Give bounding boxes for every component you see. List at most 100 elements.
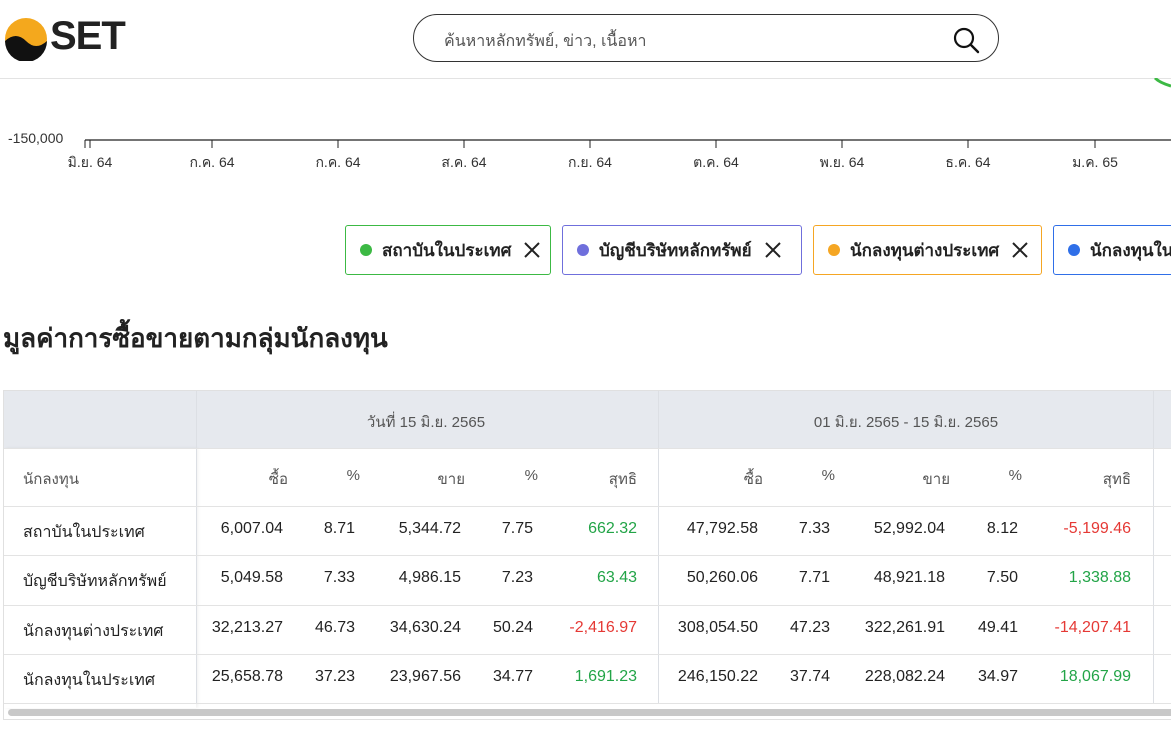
group-header: วันที่ 15 มิ.ย. 2565 bbox=[366, 414, 486, 431]
table-cell: 246,150.22 bbox=[677, 668, 758, 685]
header: SET ค้นหาหลักทรัพย์, ข่าว, เนื้อหา bbox=[0, 0, 1171, 79]
column-header: สุทธิ bbox=[608, 471, 637, 488]
legend-chip[interactable]: สถาบันในประเทศ bbox=[345, 225, 551, 275]
legend-dot bbox=[577, 244, 589, 256]
search-placeholder: ค้นหาหลักทรัพย์, ข่าว, เนื้อหา bbox=[444, 33, 647, 50]
table-cell: 34.97 bbox=[977, 668, 1018, 685]
column-divider bbox=[1153, 391, 1154, 703]
legend-chip[interactable]: นักลงทุนในประเทศ bbox=[1053, 225, 1171, 275]
table-cell: 5,049.58 bbox=[220, 569, 283, 586]
table-cell: 8.12 bbox=[986, 520, 1018, 537]
table-cell: 50.24 bbox=[492, 619, 533, 636]
remove-icon[interactable] bbox=[511, 241, 541, 259]
table-cell: 7.33 bbox=[323, 569, 355, 586]
row-divider bbox=[4, 605, 1171, 606]
table-cell: 308,054.50 bbox=[677, 619, 758, 636]
x-tick-label: ธ.ค. 64 bbox=[945, 154, 990, 170]
row-divider bbox=[4, 506, 1171, 507]
row-label: นักลงทุนต่างประเทศ bbox=[23, 623, 164, 640]
table-cell: 47,792.58 bbox=[686, 520, 758, 537]
x-tick-label: ม.ค. 65 bbox=[1072, 154, 1118, 170]
legend-chip[interactable]: นักลงทุนต่างประเทศ bbox=[813, 225, 1042, 275]
search-box[interactable]: ค้นหาหลักทรัพย์, ข่าว, เนื้อหา bbox=[413, 14, 999, 62]
table-cell: 37.74 bbox=[789, 668, 830, 685]
table-cell: 662.32 bbox=[588, 520, 637, 537]
column-header: % bbox=[346, 467, 360, 484]
logo-icon bbox=[5, 18, 47, 61]
table-cell: 1,691.23 bbox=[574, 668, 637, 685]
x-tick-label: พ.ย. 64 bbox=[820, 154, 865, 170]
group-header-row bbox=[4, 391, 1171, 448]
table: วันที่ 15 มิ.ย. 2565 01 มิ.ย. 2565 - 15 ม… bbox=[3, 390, 1171, 720]
table-cell: 7.50 bbox=[986, 569, 1018, 586]
legend-label: นักลงทุนต่างประเทศ bbox=[850, 240, 1000, 260]
table-cell: 5,344.72 bbox=[398, 520, 461, 537]
row-divider bbox=[4, 703, 1171, 704]
table-cell: 23,967.56 bbox=[389, 668, 461, 685]
table-cell: -2,416.97 bbox=[569, 619, 637, 636]
table-cell: 49.41 bbox=[977, 619, 1018, 636]
table-cell: 34,630.24 bbox=[389, 619, 461, 636]
legend-label: บัญชีบริษัทหลักทรัพย์ bbox=[599, 240, 752, 260]
table-cell: 48,921.18 bbox=[873, 569, 945, 586]
legend-dot bbox=[828, 244, 840, 256]
table-cell: 34.77 bbox=[492, 668, 533, 685]
column-header: % bbox=[1008, 467, 1022, 484]
row-label: สถาบันในประเทศ bbox=[23, 524, 145, 541]
series-line-fragment bbox=[1153, 78, 1171, 88]
column-header: ขาย bbox=[437, 471, 465, 488]
legend-chip[interactable]: บัญชีบริษัทหลักทรัพย์ bbox=[562, 225, 802, 275]
column-header: นักลงทุน bbox=[23, 471, 79, 488]
table-cell: 8.71 bbox=[323, 520, 355, 537]
search-icon[interactable] bbox=[952, 26, 980, 54]
table-cell: 7.23 bbox=[501, 569, 533, 586]
table-cell: 52,992.04 bbox=[873, 520, 945, 537]
x-tick-label: ก.ค. 64 bbox=[315, 154, 360, 170]
table-cell: 7.75 bbox=[501, 520, 533, 537]
table-cell: 63.43 bbox=[596, 569, 637, 586]
column-header: ซื้อ bbox=[743, 471, 763, 488]
table-cell: 50,260.06 bbox=[686, 569, 758, 586]
row-label: บัญชีบริษัทหลักทรัพย์ bbox=[23, 573, 167, 590]
legend-dot bbox=[360, 244, 372, 256]
column-divider bbox=[196, 391, 197, 703]
table-cell: 7.33 bbox=[798, 520, 830, 537]
table-cell: 6,007.04 bbox=[220, 520, 283, 537]
x-tick-label: มิ.ย. 64 bbox=[68, 154, 113, 170]
table-cell: 32,213.27 bbox=[211, 619, 283, 636]
row-label: นักลงทุนในประเทศ bbox=[23, 672, 155, 689]
group-header: 01 มิ.ย. 2565 - 15 มิ.ย. 2565 bbox=[813, 414, 999, 431]
table-cell: 322,261.91 bbox=[864, 619, 945, 636]
legend-dot bbox=[1068, 244, 1080, 256]
table-cell: -5,199.46 bbox=[1063, 520, 1131, 537]
table-cell: 4,986.15 bbox=[398, 569, 461, 586]
column-header: % bbox=[821, 467, 835, 484]
row-divider bbox=[4, 448, 1171, 449]
table-cell: 37.23 bbox=[314, 668, 355, 685]
column-header: สุทธิ bbox=[1102, 471, 1131, 488]
y-tick-label: -150,000 bbox=[8, 130, 63, 146]
column-header: % bbox=[524, 467, 538, 484]
column-divider bbox=[658, 391, 659, 703]
x-tick-label: ก.ย. 64 bbox=[568, 154, 612, 170]
x-tick-label: ส.ค. 64 bbox=[441, 154, 486, 170]
x-tick-label: ต.ค. 64 bbox=[693, 154, 739, 170]
column-header: ขาย bbox=[922, 471, 950, 488]
section-title: มูลค่าการซื้อขายตามกลุ่มนักลงทุน bbox=[3, 323, 388, 353]
table-cell: 47.23 bbox=[789, 619, 830, 636]
table-cell: 46.73 bbox=[314, 619, 355, 636]
legend-label: สถาบันในประเทศ bbox=[382, 240, 512, 260]
logo[interactable]: SET bbox=[50, 14, 126, 58]
table-cell: -14,207.41 bbox=[1054, 619, 1131, 636]
first-column-shade bbox=[4, 448, 196, 708]
column-header: ซื้อ bbox=[268, 471, 288, 488]
row-divider bbox=[4, 555, 1171, 556]
scrollbar bbox=[8, 709, 1171, 716]
remove-icon[interactable] bbox=[999, 241, 1029, 259]
chart-fragment: -150,000 มิ.ย. 64 ก.ค. 64 ก.ค. 64 ส.ค. 64 ก.… bbox=[8, 78, 1171, 170]
table-cell: 228,082.24 bbox=[864, 668, 945, 685]
table-cell: 7.71 bbox=[798, 569, 830, 586]
remove-icon[interactable] bbox=[752, 241, 782, 259]
table-cell: 1,338.88 bbox=[1068, 569, 1131, 586]
